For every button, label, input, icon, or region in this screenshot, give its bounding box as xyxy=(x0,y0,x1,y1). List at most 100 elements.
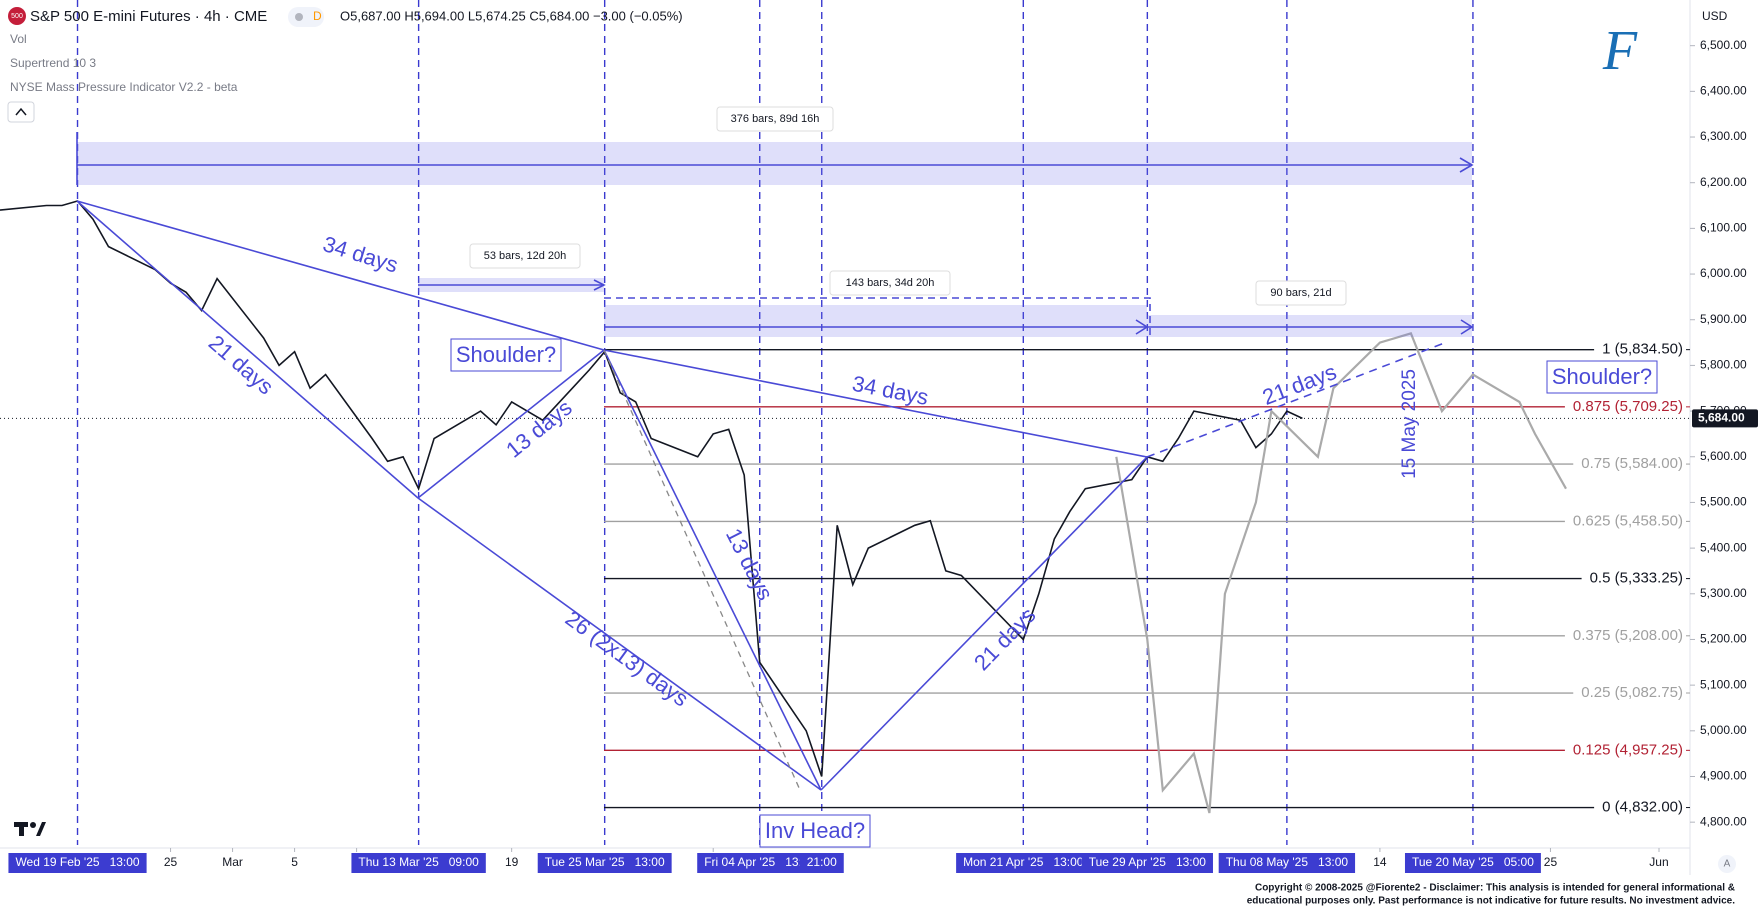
date-marker-box xyxy=(537,853,672,873)
trendline xyxy=(603,349,801,791)
date-marker-label: Thu 08 May '25 13:00 xyxy=(1226,855,1349,869)
fib-label: 0.5 (5,333.25) xyxy=(1590,570,1683,587)
annotation: Shoulder? xyxy=(1552,364,1652,389)
annotation: 34 days xyxy=(850,371,930,410)
currency[interactable]: USD xyxy=(1702,9,1728,23)
annotation: 13 days xyxy=(501,395,577,463)
y-tick-label: 5,600.00 xyxy=(1700,449,1747,463)
measure-box xyxy=(469,243,581,269)
x-tick-label: 5 xyxy=(291,855,298,869)
annotation: 15 May 2025 xyxy=(1399,369,1420,479)
trendline xyxy=(417,349,605,499)
indicator-legend[interactable]: Vol xyxy=(10,32,27,46)
last-price-box xyxy=(1692,409,1758,428)
y-tick-label: 4,900.00 xyxy=(1700,769,1747,783)
indicator-legend[interactable]: Supertrend 10 3 xyxy=(10,56,96,70)
logo: F xyxy=(1602,20,1638,82)
annotation: 13 days xyxy=(721,524,778,604)
arrow-head xyxy=(1460,319,1474,335)
date-marker-label: Thu 13 Mar '25 09:00 xyxy=(358,855,479,869)
date-marker-box xyxy=(8,853,147,873)
date-marker-box xyxy=(956,853,1091,873)
price-line xyxy=(1115,332,1567,814)
y-tick-label: 6,500.00 xyxy=(1700,38,1747,52)
x-tick-label: Mar xyxy=(222,855,243,869)
measure-label: 90 bars, 21d xyxy=(1270,287,1331,299)
measure-box xyxy=(716,106,834,132)
y-tick-label: 5,300.00 xyxy=(1700,586,1747,600)
y-tick-label: 5,800.00 xyxy=(1700,358,1747,372)
trendline xyxy=(76,200,419,499)
range-box xyxy=(1147,315,1472,337)
x-tick-label: 25 xyxy=(1544,855,1558,869)
mode: D xyxy=(313,9,322,23)
symbol-title: S&P 500 E-mini Futures · 4h · CME xyxy=(30,8,267,25)
trendline xyxy=(417,497,822,791)
annotation: 21 days xyxy=(1259,359,1340,410)
badge xyxy=(8,7,26,25)
y-tick-label: 6,200.00 xyxy=(1700,175,1747,189)
footer: Copyright © 2008-2025 @Fiorente2 - Discl… xyxy=(1255,883,1735,894)
range-box xyxy=(77,142,1472,185)
fib-label: 0.25 (5,082.75) xyxy=(1581,684,1683,701)
annotation: 26 (2x13) days xyxy=(561,606,693,712)
range-dashed xyxy=(604,297,1151,335)
last-price-label: 5,684.00 xyxy=(1698,411,1745,425)
arrow-head xyxy=(593,279,606,291)
measure-label: 376 bars, 89d 16h xyxy=(731,113,820,125)
measure-label: 53 bars, 12d 20h xyxy=(484,250,567,262)
footer: educational purposes only. Past performa… xyxy=(1247,896,1735,907)
y-tick-label: 5,400.00 xyxy=(1700,540,1747,554)
date-marker-box xyxy=(1081,853,1213,873)
measure-label: 143 bars, 34d 20h xyxy=(846,277,935,289)
collapse-icon xyxy=(15,107,27,116)
trendline xyxy=(76,200,605,351)
date-marker-label: Tue 25 Mar '25 13:00 xyxy=(545,855,665,869)
x-tick-label: Jun xyxy=(1649,855,1668,869)
y-tick-label: 5,100.00 xyxy=(1700,677,1747,691)
plot-area: 1 (5,834.50) 0.875 (5,709.25) 0.75 (5,584.… xyxy=(0,0,1690,845)
date-marker-box xyxy=(1218,853,1356,873)
annotation: Shoulder? xyxy=(456,342,556,367)
x-tick-label: 19 xyxy=(505,855,519,869)
badge-text: 500 xyxy=(11,13,23,20)
axes: 4,800.00 4,900.00 5,000.00 5,100.00 5,200.00… xyxy=(8,38,1758,873)
date-marker-box xyxy=(799,853,844,873)
fib-label: 1 (5,834.50) xyxy=(1602,341,1683,358)
indicator-legend[interactable]: NYSE Mass Pressure Indicator V2.2 - beta xyxy=(10,80,238,94)
date-marker-box xyxy=(351,853,486,873)
trendline xyxy=(1146,341,1448,458)
y-tick-label: 6,100.00 xyxy=(1700,221,1747,235)
trendline xyxy=(820,456,1148,791)
annotation-box xyxy=(450,338,562,372)
tv-logo xyxy=(14,822,46,836)
annotation-box xyxy=(759,814,871,848)
x-tick-label: 25 xyxy=(164,855,178,869)
y-tick-label: 4,800.00 xyxy=(1700,814,1747,828)
collapse-button[interactable] xyxy=(7,101,35,123)
mode-pill[interactable] xyxy=(288,7,324,27)
date-marker-box xyxy=(1404,853,1541,873)
trendlines xyxy=(76,200,1448,791)
fib-label: 0 (4,832.00) xyxy=(1602,799,1683,816)
date-marker-label: Wed 19 Feb '25 13:00 xyxy=(15,855,139,869)
y-tick-label: 5,200.00 xyxy=(1700,632,1747,646)
fib-label: 0.125 (4,957.25) xyxy=(1573,741,1683,758)
auto-label: A xyxy=(1724,859,1731,870)
range-box xyxy=(604,305,1147,337)
annotation: 34 days xyxy=(320,231,401,277)
fib-label: 0.875 (5,709.25) xyxy=(1573,398,1683,415)
fib-label: 0.75 (5,584.00) xyxy=(1581,455,1683,472)
price-line xyxy=(0,200,1303,777)
date-marker-label: Tue 20 May '25 05:00 xyxy=(1412,855,1534,869)
y-tick-label: 6,400.00 xyxy=(1700,84,1747,98)
x-tick-label: 14 xyxy=(1373,855,1387,869)
auto-scale[interactable] xyxy=(1718,855,1736,873)
date-marker-label: Tue 29 Apr '25 13:00 xyxy=(1089,855,1207,869)
date-marker-label: 21:00 xyxy=(807,855,837,869)
measure-box xyxy=(1255,280,1347,306)
y-tick-label: 5,500.00 xyxy=(1700,495,1747,509)
date-marker-label: Fri 04 Apr '25 13:00 xyxy=(704,855,815,869)
status-dot xyxy=(295,13,303,21)
